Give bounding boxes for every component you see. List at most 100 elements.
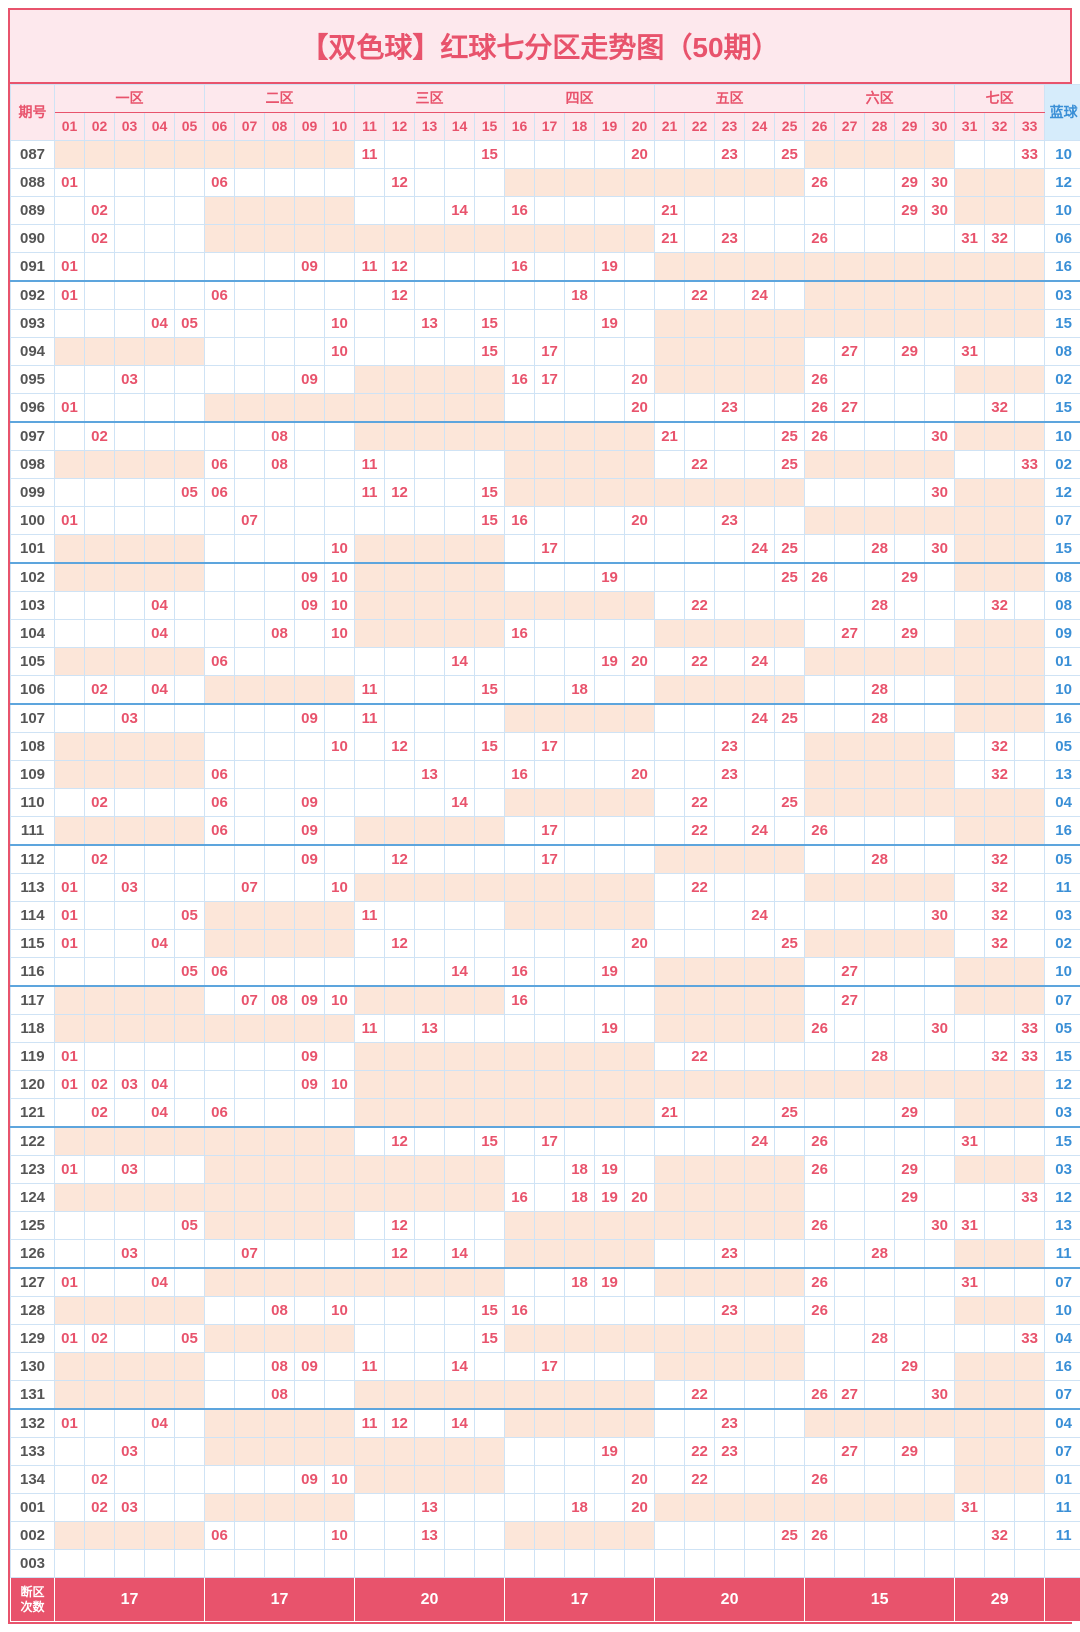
red-hit: 22 (685, 789, 715, 817)
cell (625, 310, 655, 338)
cell (535, 281, 565, 310)
red-hit: 26 (805, 169, 835, 197)
cell (985, 958, 1015, 987)
cell (235, 930, 265, 958)
red-hit: 32 (985, 845, 1015, 874)
cell (355, 789, 385, 817)
cell (505, 1156, 535, 1184)
cell (415, 592, 445, 620)
cell (265, 1071, 295, 1099)
red-hit: 32 (985, 394, 1015, 423)
cell (1015, 366, 1045, 394)
col-header: 21 (655, 113, 685, 141)
cell (265, 141, 295, 169)
cell (985, 1438, 1015, 1466)
cell (895, 141, 925, 169)
cell (595, 225, 625, 253)
cell (655, 1212, 685, 1240)
cell (505, 1043, 535, 1071)
cell (565, 1409, 595, 1438)
cell (685, 1184, 715, 1212)
red-hit: 28 (865, 704, 895, 733)
zone-header-2: 二区 (205, 85, 355, 113)
cell (655, 1494, 685, 1522)
red-hit: 04 (145, 310, 175, 338)
cell (295, 141, 325, 169)
cell (505, 1522, 535, 1550)
cell (325, 1127, 355, 1156)
blue-cell: 08 (1045, 592, 1080, 620)
cell (175, 704, 205, 733)
cell (535, 1466, 565, 1494)
col-header: 14 (445, 113, 475, 141)
cell (625, 845, 655, 874)
cell (955, 845, 985, 874)
footer-count-6: 15 (805, 1578, 955, 1622)
cell (625, 1297, 655, 1325)
red-hit: 20 (625, 1466, 655, 1494)
cell (355, 958, 385, 987)
cell (565, 310, 595, 338)
period-cell: 128 (11, 1297, 55, 1325)
cell (415, 1127, 445, 1156)
red-hit: 10 (325, 733, 355, 761)
cell (175, 338, 205, 366)
cell (775, 1156, 805, 1184)
cell (85, 338, 115, 366)
cell (775, 620, 805, 648)
cell (805, 310, 835, 338)
cell (835, 1409, 865, 1438)
cell (85, 1297, 115, 1325)
cell (115, 451, 145, 479)
cell (415, 1438, 445, 1466)
cell (235, 281, 265, 310)
cell (295, 1409, 325, 1438)
cell (325, 507, 355, 535)
cell (475, 451, 505, 479)
table-row: 125051226303113 (11, 1212, 1080, 1240)
cell (505, 535, 535, 564)
red-hit: 11 (355, 141, 385, 169)
cell (865, 479, 895, 507)
cell (925, 874, 955, 902)
cell (715, 169, 745, 197)
cell (355, 648, 385, 676)
cell (835, 1099, 865, 1128)
cell (625, 704, 655, 733)
cell (235, 1466, 265, 1494)
cell (145, 1015, 175, 1043)
red-hit: 27 (835, 958, 865, 987)
red-hit: 02 (85, 1325, 115, 1353)
red-hit: 21 (655, 197, 685, 225)
cell (445, 817, 475, 846)
table-row: 09410151727293108 (11, 338, 1080, 366)
cell (775, 479, 805, 507)
cell (475, 930, 505, 958)
cell (445, 1268, 475, 1297)
cell (805, 1240, 835, 1269)
red-hit: 31 (955, 1268, 985, 1297)
cell (415, 1071, 445, 1099)
cell (295, 281, 325, 310)
cell (235, 535, 265, 564)
cell (835, 169, 865, 197)
red-hit: 23 (715, 394, 745, 423)
red-hit: 17 (535, 845, 565, 874)
cell (85, 169, 115, 197)
cell (385, 225, 415, 253)
table-row: 11202091217283205 (11, 845, 1080, 874)
cell (385, 1466, 415, 1494)
cell (655, 845, 685, 874)
red-hit: 24 (745, 535, 775, 564)
cell (925, 1127, 955, 1156)
cell (835, 535, 865, 564)
cell (985, 253, 1015, 282)
cell (745, 930, 775, 958)
cell (415, 563, 445, 592)
red-hit: 20 (625, 761, 655, 789)
cell (445, 1156, 475, 1184)
cell (865, 1522, 895, 1550)
table-row: 12212151724263115 (11, 1127, 1080, 1156)
cell (55, 1127, 85, 1156)
cell (685, 930, 715, 958)
